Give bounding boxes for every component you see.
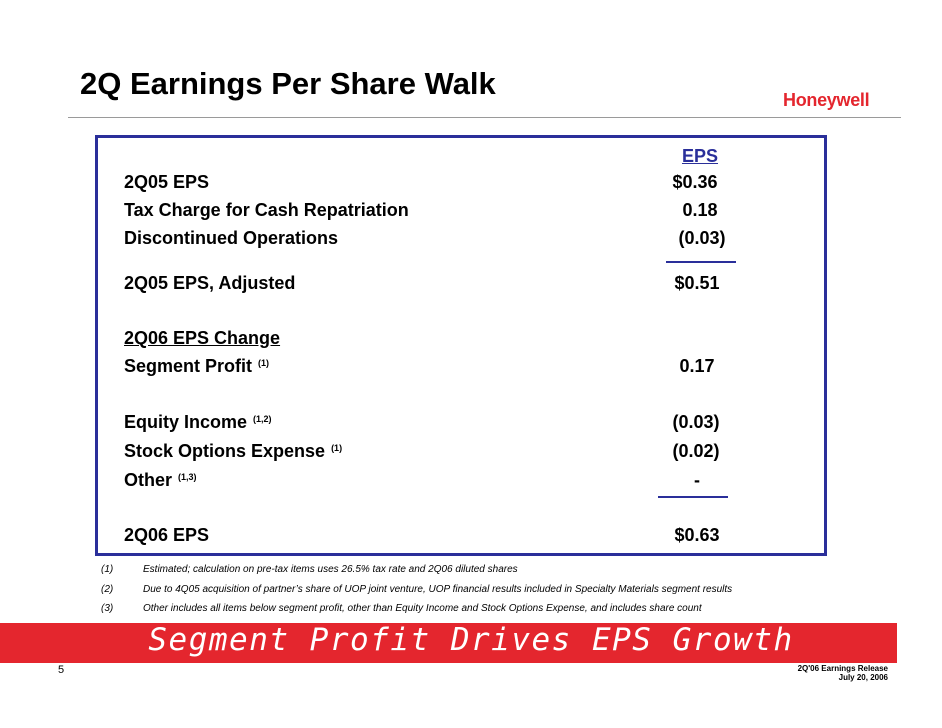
row-2q06-eps-value: $0.63 — [674, 525, 720, 545]
row-stock-options-label: Stock Options Expense (1) — [124, 441, 343, 461]
row-tax-charge-label: Tax Charge for Cash Repatriation — [124, 200, 409, 220]
row-2q05-adjusted-value: $0.51 — [674, 273, 720, 293]
row-discontinued-ops-value: (0.03) — [678, 228, 726, 248]
row-other-label: Other (1,3) — [124, 470, 197, 490]
row-2q05-eps-label: 2Q05 EPS — [124, 172, 210, 192]
row-stock-options-value: (0.02) — [672, 441, 720, 461]
title-divider — [68, 117, 901, 118]
footnote-2-number: (2) — [101, 584, 114, 595]
footnote-ref: (1,3) — [178, 472, 197, 482]
row-equity-income-label: Equity Income (1,2) — [124, 412, 272, 432]
footnote-3-number: (3) — [101, 603, 114, 614]
row-discontinued-ops-label: Discontinued Operations — [124, 228, 339, 248]
slide-title: 2Q Earnings Per Share Walk — [80, 66, 496, 101]
row-equity-income-value: (0.03) — [672, 412, 720, 432]
row-2q05-adjusted-label: 2Q05 EPS, Adjusted — [124, 273, 296, 293]
eps-column-header: EPS — [681, 146, 719, 166]
footnote-2-text: Due to 4Q05 acquisition of partner’s sha… — [143, 584, 733, 595]
row-tax-charge-value: 0.18 — [682, 200, 718, 220]
page-number: 5 — [58, 664, 65, 676]
row-2q06-eps-label: 2Q06 EPS — [124, 525, 210, 545]
footnote-ref: (1,2) — [253, 414, 272, 424]
row-segment-profit-label: Segment Profit (1) — [124, 356, 270, 376]
footnote-ref: (1) — [258, 358, 270, 368]
footnote-ref: (1) — [331, 443, 343, 453]
footnote-1-number: (1) — [101, 564, 114, 575]
footnote-1-text: Estimated; calculation on pre-tax items … — [143, 564, 518, 575]
banner-background — [0, 623, 897, 663]
subtotal-rule-2 — [658, 496, 728, 498]
subtotal-rule-1 — [666, 261, 736, 263]
honeywell-logo: Honeywell — [783, 90, 870, 110]
row-other-value: - — [694, 470, 700, 490]
release-date: July 20, 2006 — [838, 673, 888, 682]
banner-headline: Segment Profit Drives EPS Growth — [148, 622, 794, 658]
eps-walk-box — [95, 135, 827, 556]
footnote-3-text: Other includes all items below segment p… — [143, 603, 702, 614]
row-2q05-eps-value: $0.36 — [672, 172, 718, 192]
row-segment-profit-value: 0.17 — [679, 356, 715, 376]
release-info: 2Q'06 Earnings Release July 20, 2006 — [798, 664, 888, 682]
row-2q06-change-heading: 2Q06 EPS Change — [124, 328, 281, 348]
release-title: 2Q'06 Earnings Release — [797, 664, 888, 673]
